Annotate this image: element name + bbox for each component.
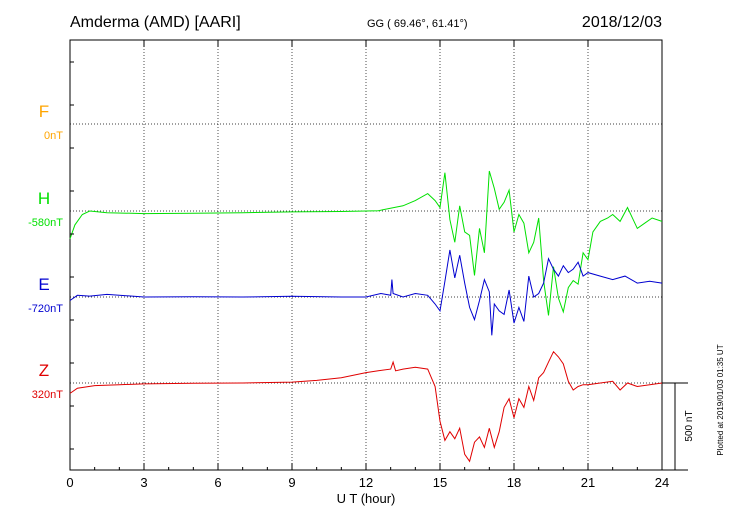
series-name-H: H [38, 189, 50, 208]
plot-frame [69, 39, 663, 471]
series-name-F: F [39, 102, 49, 121]
x-tick-label-24: 24 [655, 475, 669, 490]
series-name-E: E [38, 275, 49, 294]
x-tick-label-12: 12 [359, 475, 373, 490]
series-baseline-Z: 320nT [32, 389, 63, 401]
x-tick-label-6: 6 [214, 475, 221, 490]
date-label: 2018/12/03 [582, 14, 662, 31]
series-line-Z [69, 350, 663, 463]
series-name-Z: Z [39, 361, 49, 380]
x-tick-label-21: 21 [581, 475, 595, 490]
series-line-E [69, 249, 663, 336]
x-tick-label-18: 18 [507, 475, 521, 490]
plotted-at-note: Plotted at 2019/01/03 01:35 UT [716, 344, 725, 455]
series-labels: F 0nT H -580nT E -720nT Z 320nT [28, 102, 63, 401]
series-baseline-F: 0nT [44, 130, 63, 142]
x-tick-label-15: 15 [433, 475, 447, 490]
scale-bar: 500 nT [662, 382, 695, 471]
series-baseline-E: -720nT [28, 303, 63, 315]
station-title: Amderma (AMD) [AARI] [70, 14, 241, 31]
x-tick-label-3: 3 [140, 475, 147, 490]
series-baseline-H: -580nT [28, 217, 63, 229]
coordinates-label: GG ( 69.46°, 61.41°) [367, 18, 468, 30]
x-axis-label: U T (hour) [337, 491, 396, 506]
grid-lines [143, 40, 589, 470]
x-tick-label-0: 0 [66, 475, 73, 490]
scale-bar-label: 500 nT [684, 410, 695, 441]
series-line-H [69, 170, 663, 316]
x-tick-label-9: 9 [288, 475, 295, 490]
x-axis-ticks: 0 3 6 9 12 15 18 21 24 [66, 40, 669, 490]
series-lines [69, 170, 663, 463]
